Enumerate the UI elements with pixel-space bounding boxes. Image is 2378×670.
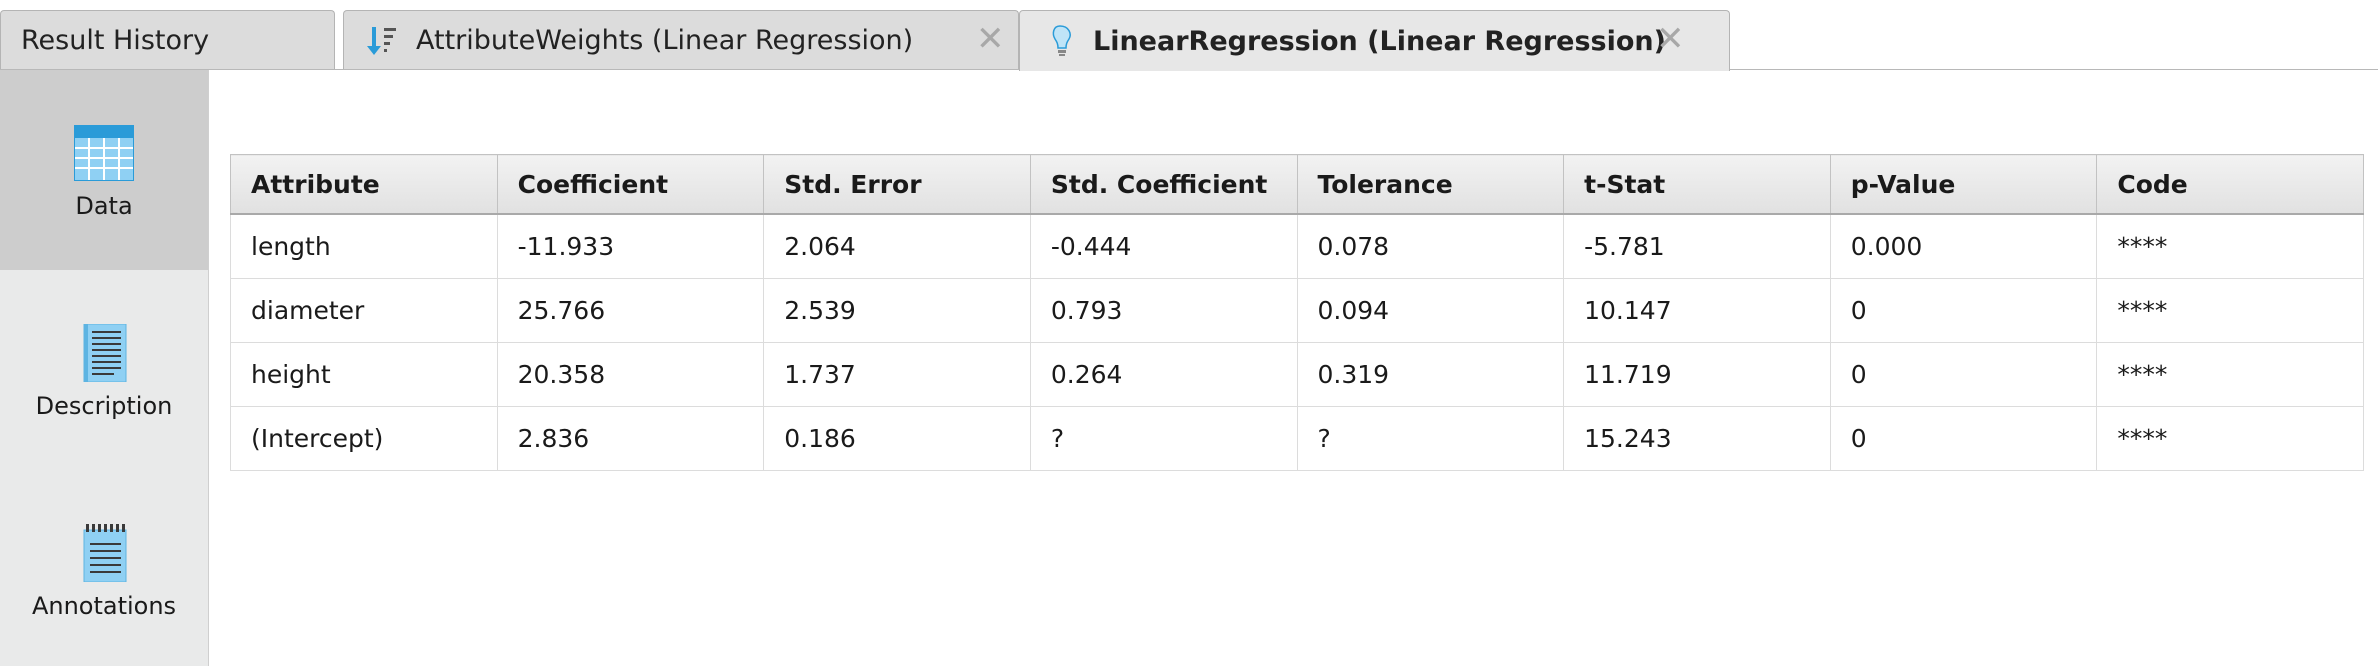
view-sidebar: Data Description bbox=[0, 70, 209, 666]
coefficients-table: Attribute Coefficient Std. Error Std. Co… bbox=[230, 154, 2364, 471]
sidebar-item-label: Description bbox=[35, 392, 173, 420]
tab-label: Result History bbox=[21, 25, 210, 56]
table-cell: 2.836 bbox=[496, 406, 765, 471]
table-cell: length bbox=[230, 213, 498, 279]
tab-label: AttributeWeights (Linear Regression) bbox=[416, 25, 914, 56]
table-icon bbox=[74, 125, 134, 181]
table-cell: -11.933 bbox=[496, 213, 765, 279]
table-cell: 10.147 bbox=[1563, 278, 1831, 343]
table-cell: **** bbox=[2096, 213, 2364, 279]
table-cell: -5.781 bbox=[1563, 213, 1831, 279]
sidebar-item-data[interactable]: Data bbox=[0, 70, 208, 270]
sidebar-item-description[interactable]: Description bbox=[0, 270, 208, 470]
column-header-code[interactable]: Code bbox=[2096, 154, 2364, 215]
table-cell: (Intercept) bbox=[230, 406, 498, 471]
table-row[interactable]: diameter 25.766 2.539 0.793 0.094 10.147… bbox=[230, 278, 2364, 343]
table-row[interactable]: (Intercept) 2.836 0.186 ? ? 15.243 0 ***… bbox=[230, 406, 2364, 471]
table-cell: 20.358 bbox=[496, 342, 765, 407]
table-cell: 0.000 bbox=[1829, 213, 2098, 279]
table-cell: 2.064 bbox=[763, 213, 1031, 279]
close-icon[interactable]: ✕ bbox=[976, 19, 1005, 59]
column-header-attribute[interactable]: Attribute bbox=[230, 154, 498, 215]
table-cell: 15.243 bbox=[1563, 406, 1831, 471]
column-header-p-value[interactable]: p-Value bbox=[1829, 154, 2098, 215]
table-cell: -0.444 bbox=[1029, 213, 1298, 279]
column-header-std-error[interactable]: Std. Error bbox=[763, 154, 1031, 215]
table-cell: 0.319 bbox=[1296, 342, 1565, 407]
table-cell: 2.539 bbox=[763, 278, 1031, 343]
table-cell: ? bbox=[1296, 406, 1565, 471]
table-cell: 0 bbox=[1829, 406, 2098, 471]
table-cell: height bbox=[230, 342, 498, 407]
table-cell: diameter bbox=[230, 278, 498, 343]
column-header-t-stat[interactable]: t-Stat bbox=[1563, 154, 1831, 215]
column-header-coefficient[interactable]: Coefficient bbox=[496, 154, 765, 215]
table-cell: 0.186 bbox=[763, 406, 1031, 471]
table-row[interactable]: height 20.358 1.737 0.264 0.319 11.719 0… bbox=[230, 342, 2364, 407]
sidebar-item-annotations[interactable]: Annotations bbox=[0, 470, 208, 670]
tab-linear-regression[interactable]: LinearRegression (Linear Regression) ✕ bbox=[1019, 10, 1730, 71]
sort-descending-icon bbox=[367, 27, 396, 55]
table-cell: 0.793 bbox=[1029, 278, 1298, 343]
notepad-icon bbox=[83, 524, 127, 582]
coefficients-table-container: Attribute Coefficient Std. Error Std. Co… bbox=[230, 154, 2364, 471]
column-header-tolerance[interactable]: Tolerance bbox=[1296, 154, 1565, 215]
table-cell: **** bbox=[2096, 278, 2364, 343]
sidebar-item-label: Annotations bbox=[31, 592, 177, 620]
table-header-row: Attribute Coefficient Std. Error Std. Co… bbox=[230, 154, 2364, 215]
table-cell: 0.078 bbox=[1296, 213, 1565, 279]
table-cell: **** bbox=[2096, 406, 2364, 471]
table-cell: 1.737 bbox=[763, 342, 1031, 407]
lightbulb-icon bbox=[1052, 25, 1071, 56]
column-header-std-coefficient[interactable]: Std. Coefficient bbox=[1029, 154, 1298, 215]
results-tab-bar: Result History AttributeWeights (Linear … bbox=[0, 0, 2378, 71]
tab-result-history[interactable]: Result History bbox=[0, 10, 335, 70]
table-cell: 0 bbox=[1829, 342, 2098, 407]
table-cell: 11.719 bbox=[1563, 342, 1831, 407]
table-cell: **** bbox=[2096, 342, 2364, 407]
close-icon[interactable]: ✕ bbox=[1656, 19, 1685, 59]
document-icon bbox=[83, 324, 127, 382]
table-cell: 25.766 bbox=[496, 278, 765, 343]
table-cell: ? bbox=[1029, 406, 1298, 471]
table-cell: 0 bbox=[1829, 278, 2098, 343]
table-cell: 0.094 bbox=[1296, 278, 1565, 343]
table-row[interactable]: length -11.933 2.064 -0.444 0.078 -5.781… bbox=[230, 213, 2364, 279]
tab-label: LinearRegression (Linear Regression) bbox=[1093, 25, 1666, 57]
sidebar-item-label: Data bbox=[75, 192, 133, 220]
tab-attribute-weights[interactable]: AttributeWeights (Linear Regression) ✕ bbox=[343, 10, 1019, 70]
table-cell: 0.264 bbox=[1029, 342, 1298, 407]
